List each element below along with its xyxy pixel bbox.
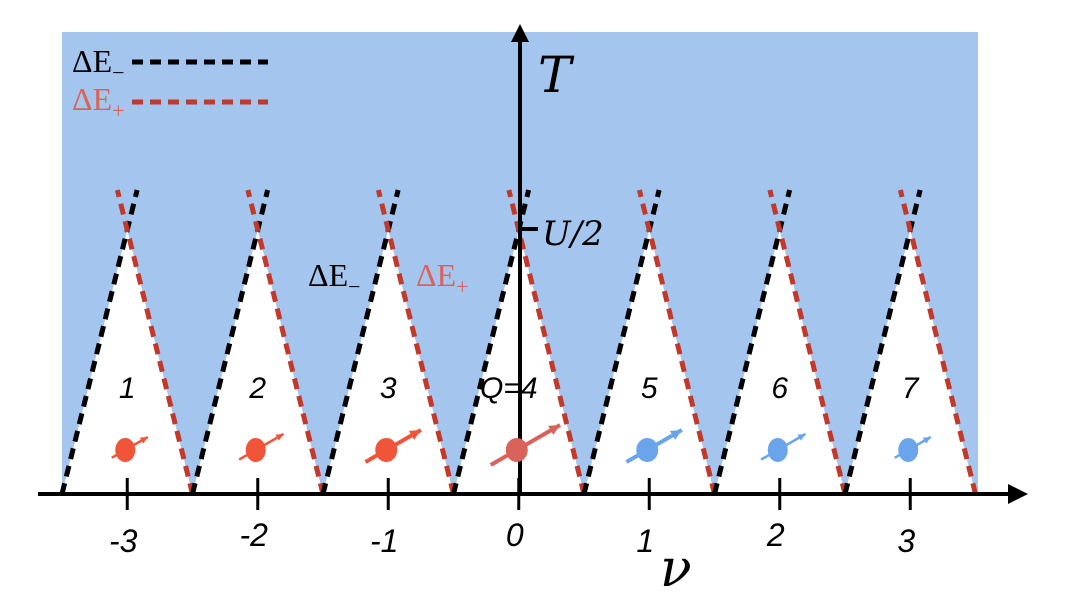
spin-arrow-head bbox=[275, 434, 284, 441]
diamond-5 bbox=[584, 230, 715, 494]
x-tick-label: -2 bbox=[240, 517, 269, 553]
x-tick-label: -3 bbox=[109, 523, 138, 559]
spin-dot bbox=[375, 438, 398, 462]
x-tick-label: 3 bbox=[897, 523, 915, 559]
x-tick-label: 1 bbox=[636, 523, 654, 559]
inline-minus-text: ΔE bbox=[308, 257, 348, 293]
inline-plus-label: ΔE+ bbox=[416, 257, 469, 299]
spin-dot bbox=[898, 438, 919, 462]
coulomb-diamonds bbox=[59, 189, 978, 495]
spin-arrow-head bbox=[408, 430, 421, 440]
nu-axis-arrow bbox=[1008, 484, 1028, 504]
delta-e-minus-line bbox=[581, 189, 662, 495]
delta-e-minus-line bbox=[320, 189, 401, 495]
diamond-6 bbox=[714, 230, 845, 494]
t-axis-arrow bbox=[511, 24, 529, 42]
x-tick-label: 0 bbox=[506, 517, 524, 553]
delta-e-plus-line bbox=[636, 189, 717, 495]
region-label: 2 bbox=[248, 372, 266, 405]
t-axis-label: T bbox=[538, 46, 575, 104]
spin-arrow-head bbox=[139, 437, 148, 444]
x-tick-label: -1 bbox=[370, 523, 398, 559]
delta-e-minus-line bbox=[842, 189, 923, 495]
delta-e-plus-line bbox=[114, 189, 195, 495]
region-label: 5 bbox=[641, 372, 658, 405]
inline-plus-text: ΔE bbox=[416, 257, 456, 293]
region-label: 1 bbox=[119, 372, 136, 405]
spin-dot bbox=[636, 438, 659, 462]
delta-e-plus-line bbox=[767, 189, 848, 495]
region-label: 6 bbox=[771, 372, 788, 405]
spin-dot bbox=[115, 438, 136, 462]
legend-plus-sub: + bbox=[112, 98, 124, 123]
region-label: 3 bbox=[380, 372, 397, 405]
region-label: 7 bbox=[902, 372, 920, 405]
spin-arrow-head bbox=[922, 437, 931, 444]
legend-minus-label: ΔE− bbox=[72, 43, 125, 85]
region-labels: 1 2 3 Q=4 5 6 7 bbox=[111, 372, 932, 467]
diamond-3 bbox=[323, 230, 454, 494]
delta-e-minus-line bbox=[59, 189, 140, 495]
diamond-7 bbox=[845, 230, 976, 494]
u-half-label: U/2 bbox=[542, 214, 604, 254]
delta-e-minus-line bbox=[451, 189, 532, 495]
legend-plus-label: ΔE+ bbox=[72, 81, 125, 123]
diamond-2 bbox=[192, 230, 323, 494]
spin-dot bbox=[767, 438, 788, 462]
diamond-1 bbox=[62, 230, 193, 494]
delta-e-minus-line bbox=[190, 189, 271, 495]
spin-dot bbox=[245, 438, 266, 462]
delta-e-plus-line bbox=[375, 189, 456, 495]
inline-minus-label: ΔE− bbox=[308, 257, 361, 299]
nu-axis-label: ν bbox=[660, 539, 692, 599]
region-label: Q=4 bbox=[480, 372, 538, 405]
x-tick-label: 2 bbox=[766, 517, 785, 553]
spin-dot bbox=[505, 438, 528, 462]
spin-arrow-head bbox=[669, 430, 682, 440]
legend-minus-sub: − bbox=[112, 60, 124, 85]
delta-e-plus-line bbox=[897, 189, 978, 495]
spin-arrow-head bbox=[797, 434, 806, 441]
x-ticks: -3 -2 -1 0 1 2 3 bbox=[109, 478, 915, 559]
inline-plus-sub: + bbox=[456, 274, 468, 299]
inline-minus-sub: − bbox=[348, 274, 360, 299]
delta-e-minus-line bbox=[712, 189, 793, 495]
delta-e-plus-line bbox=[245, 189, 326, 495]
legend-plus-text: ΔE bbox=[72, 81, 112, 117]
legend: ΔE− ΔE+ bbox=[72, 43, 268, 123]
legend-minus-text: ΔE bbox=[72, 43, 112, 79]
spin-arrow-head bbox=[548, 425, 561, 435]
